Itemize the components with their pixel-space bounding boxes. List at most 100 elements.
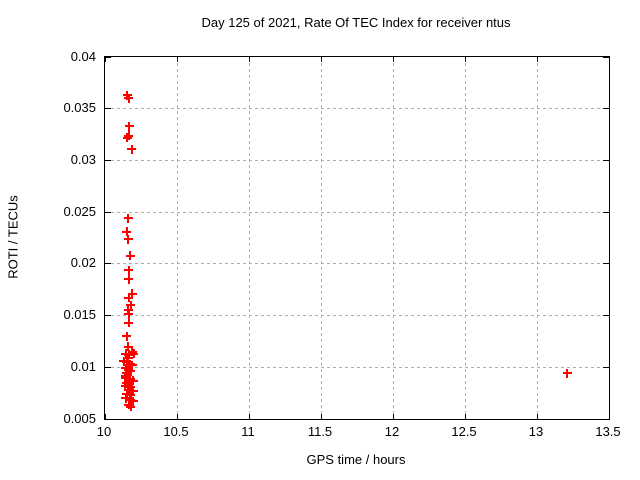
data-point [123, 353, 133, 363]
data-point [123, 234, 133, 244]
y-tick-mark-right [603, 108, 609, 110]
grid-line-horizontal [105, 315, 609, 317]
x-tick-label: 10.5 [163, 424, 189, 439]
data-point [127, 144, 137, 154]
data-point [123, 380, 133, 390]
x-tick-label: 13.5 [595, 424, 621, 439]
data-point [121, 363, 131, 373]
x-tick-mark-top [608, 57, 610, 62]
data-point [127, 360, 137, 370]
x-tick-mark-bottom [608, 414, 610, 419]
data-point [124, 131, 134, 141]
x-tick-label: 12.5 [451, 424, 477, 439]
grid-line-horizontal [105, 159, 609, 161]
data-point [126, 382, 136, 392]
grid-line-horizontal [105, 366, 609, 368]
data-point [120, 381, 130, 391]
data-point [128, 396, 138, 406]
data-point [128, 376, 138, 386]
data-point [125, 359, 135, 369]
data-point [127, 347, 137, 357]
y-tick-mark-left [105, 418, 111, 420]
data-point [124, 385, 134, 395]
data-point [126, 390, 136, 400]
data-point [122, 357, 132, 367]
data-point [124, 400, 134, 410]
data-point [129, 349, 139, 359]
y-tick-mark-left [105, 315, 111, 317]
data-point [124, 365, 134, 375]
x-tick-mark-top [392, 57, 394, 62]
y-tick-mark-right [603, 418, 609, 420]
x-tick-label: 11 [241, 424, 255, 439]
x-tick-mark-top [176, 57, 178, 62]
data-point [122, 90, 132, 100]
x-tick-mark-bottom [104, 414, 106, 419]
y-tick-label: 0.035 [63, 100, 96, 116]
grid-line-horizontal [105, 108, 609, 110]
y-tick-mark-left [105, 108, 111, 110]
x-tick-mark-top [104, 57, 106, 62]
data-point [122, 227, 132, 237]
x-tick-label: 12 [384, 424, 400, 439]
x-tick-mark-top [464, 57, 466, 62]
data-point [121, 393, 131, 403]
data-point [119, 356, 129, 366]
x-tick-mark-bottom [248, 414, 250, 419]
data-point [562, 368, 572, 378]
x-tick-mark-top [320, 57, 322, 62]
y-tick-label: 0.02 [70, 255, 96, 271]
chart-title: Day 125 of 2021, Rate Of TEC Index for r… [201, 15, 511, 30]
data-point [122, 331, 132, 341]
y-tick-mark-left [105, 211, 111, 213]
grid-line-vertical [464, 57, 466, 419]
x-tick-mark-bottom [176, 414, 178, 419]
data-point [123, 213, 133, 223]
data-point [124, 274, 134, 284]
data-point [128, 386, 138, 396]
data-point [122, 133, 132, 143]
y-tick-mark-left [105, 366, 111, 368]
data-point [126, 366, 136, 376]
grid-line-horizontal [105, 263, 609, 265]
data-point [122, 378, 132, 388]
data-point [123, 342, 133, 352]
data-point [125, 395, 135, 405]
x-tick-mark-top [536, 57, 538, 62]
y-tick-mark-right [603, 315, 609, 317]
y-tick-mark-left [105, 56, 111, 58]
data-point [127, 289, 137, 299]
x-tick-label: 11.5 [307, 424, 333, 439]
y-tick-mark-left [105, 159, 111, 161]
x-tick-mark-bottom [536, 414, 538, 419]
data-point [121, 371, 131, 381]
x-tick-mark-bottom [320, 414, 322, 419]
data-point [124, 121, 134, 131]
data-point [124, 309, 134, 318]
y-tick-label: 0.005 [63, 410, 96, 426]
x-axis-label: GPS time / hours [306, 452, 406, 467]
y-tick-mark-right [603, 56, 609, 58]
data-point [126, 300, 136, 310]
y-tick-label: 0.03 [70, 151, 96, 167]
x-tick-label: 13 [528, 424, 544, 439]
grid-line-vertical [536, 57, 538, 419]
grid-line-vertical [320, 57, 322, 419]
grid-line-vertical [392, 57, 394, 419]
y-tick-mark-left [105, 263, 111, 265]
data-point [126, 402, 136, 412]
y-tick-mark-right [603, 159, 609, 161]
y-tick-mark-right [603, 263, 609, 265]
grid-line-vertical [248, 57, 250, 419]
y-tick-label: 0.01 [70, 358, 96, 374]
x-tick-label: 10 [96, 424, 112, 439]
data-point [121, 349, 131, 359]
data-point [124, 265, 134, 275]
y-tick-label: 0.04 [70, 48, 96, 64]
plot-area [104, 56, 610, 420]
x-tick-mark-bottom [464, 414, 466, 419]
data-point [125, 374, 135, 384]
data-point [124, 318, 134, 328]
data-point [124, 93, 134, 103]
